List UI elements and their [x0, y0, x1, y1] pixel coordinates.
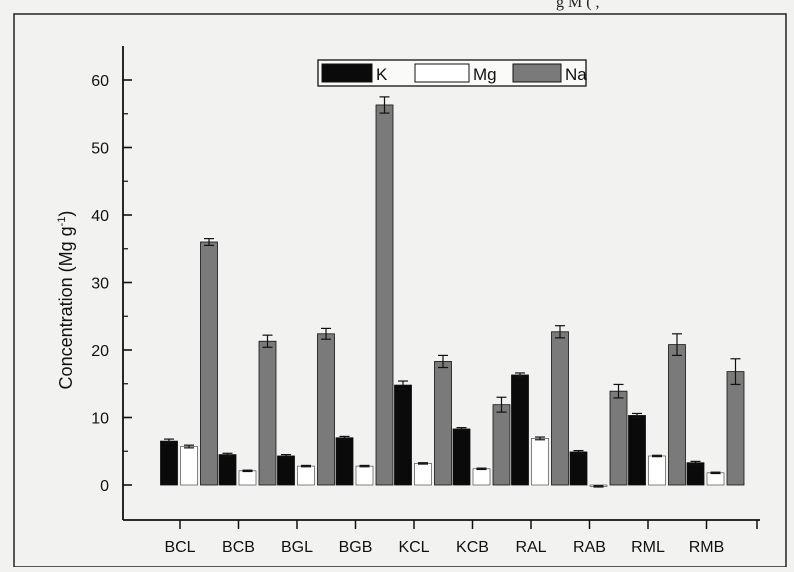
legend-label-k: K	[376, 65, 388, 84]
bar-na-rab	[609, 390, 628, 486]
y-tick-label: 20	[91, 343, 109, 360]
bar-mg-bcb	[238, 470, 257, 486]
bar-mg-rml	[648, 455, 666, 486]
bar-na-rml	[668, 344, 686, 486]
bar-mg-bcl	[180, 446, 198, 486]
legend-label-na: Na	[565, 65, 587, 84]
bar-k-bgl	[277, 455, 295, 486]
x-tick-label: RML	[631, 539, 665, 556]
legend-label-mg: Mg	[473, 65, 497, 84]
bar-na-ral	[551, 331, 569, 486]
bar-na-bgl	[317, 333, 335, 486]
legend-swatch-k	[321, 63, 373, 83]
y-tick-label: 0	[100, 478, 109, 495]
x-tick-label: RMB	[689, 539, 725, 556]
x-tick-label: BCL	[164, 539, 195, 556]
bar-group-bgb	[335, 96, 394, 486]
x-tick-label: RAB	[573, 539, 606, 556]
x-tick-label: BCB	[222, 539, 255, 556]
axes: 0 10 20 30 40 50 60 BCL BCB BGL BGB KCL KCB RAL RAB RML…	[91, 46, 760, 556]
y-tick-label: 40	[91, 208, 109, 225]
y-axis-title-close: )	[56, 211, 76, 217]
y-tick-label: 50	[91, 141, 109, 158]
bar-mg-bgb	[355, 465, 374, 486]
y-tick-label: 30	[91, 276, 109, 293]
x-tick-label: KCB	[456, 539, 489, 556]
bar-mg-bgl	[297, 465, 315, 486]
bar-na-kcb	[492, 404, 511, 486]
bar-k-kcl	[394, 384, 412, 486]
legend-swatch-na	[512, 63, 562, 83]
bar-na-bgb	[375, 104, 394, 486]
bar-mg-kcb	[472, 468, 491, 486]
bar-mg-ral	[531, 438, 549, 486]
x-tick-label: BGB	[339, 539, 373, 556]
bar-group-bcb	[218, 334, 277, 486]
bar-na-kcl	[434, 361, 452, 486]
bar-mg-rmb	[706, 472, 725, 486]
bar-group-bcl	[160, 238, 218, 486]
y-tick-label: 60	[91, 73, 109, 90]
bar-na-rmb	[726, 371, 745, 486]
x-tick-label: KCL	[398, 539, 429, 556]
caption-fragment: g M ( ,	[556, 0, 600, 11]
bar-k-bcl	[160, 440, 178, 486]
bars	[160, 96, 745, 488]
bar-group-bgl	[277, 327, 335, 486]
y-axis-title-sup: -1	[56, 217, 68, 227]
bar-k-rml	[628, 415, 646, 486]
bar-group-rmb	[686, 358, 745, 486]
y-axis-title-main: Concentration (Mg g	[56, 226, 76, 389]
bar-k-bcb	[218, 454, 237, 486]
bar-group-rab	[569, 383, 628, 488]
bar-na-bcl	[200, 241, 218, 486]
bar-group-rml	[628, 333, 686, 486]
x-tick-label: BGL	[281, 539, 313, 556]
bar-k-ral	[511, 374, 529, 486]
bar-k-rmb	[686, 462, 705, 486]
legend-swatch-mg	[414, 63, 470, 83]
bar-mg-kcl	[414, 463, 432, 486]
bar-k-bgb	[335, 437, 354, 486]
bar-group-ral	[511, 325, 569, 486]
x-tick-label: RAL	[515, 539, 546, 556]
bar-k-kcb	[452, 428, 471, 486]
y-axis-title: Concentration (Mg g-1)	[56, 211, 76, 390]
legend: K Mg Na	[317, 59, 587, 87]
bar-group-kcl	[394, 354, 452, 486]
y-tick-label: 10	[91, 411, 109, 428]
bar-group-kcb	[452, 396, 511, 486]
bar-na-bcb	[258, 340, 277, 486]
bar-k-rab	[569, 451, 588, 486]
